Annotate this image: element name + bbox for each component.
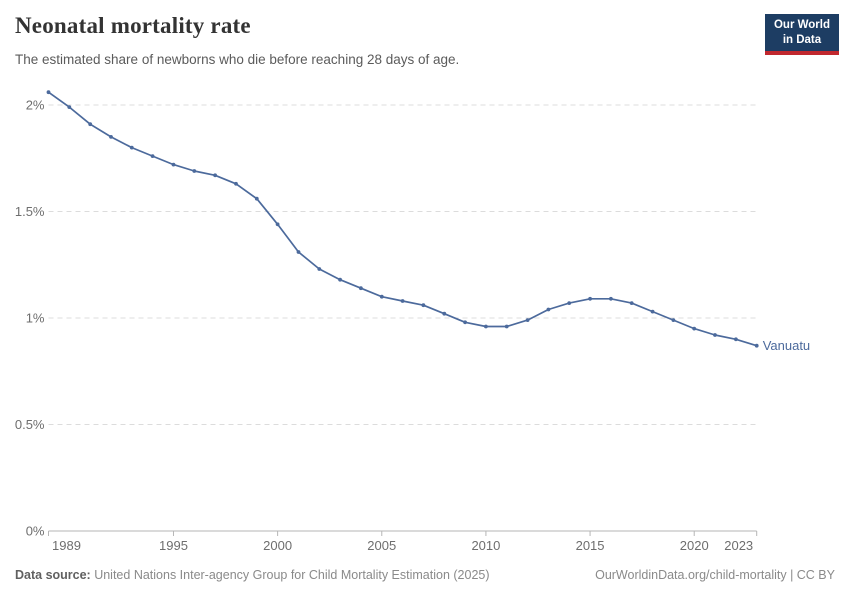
data-source: Data source: United Nations Inter-agency… — [15, 568, 490, 582]
data-point[interactable] — [379, 294, 384, 299]
x-tick-label: 2005 — [367, 538, 396, 553]
data-point[interactable] — [609, 296, 613, 301]
y-tick-label: 0.5% — [15, 417, 45, 432]
x-tick-label: 1989 — [52, 538, 81, 553]
data-point[interactable] — [567, 301, 572, 305]
data-point[interactable] — [359, 286, 363, 291]
owid-logo-line1: Our World — [773, 19, 830, 31]
data-point[interactable] — [504, 324, 509, 329]
series-end-label: Vanuatu — [763, 338, 810, 353]
data-point[interactable] — [129, 145, 134, 150]
data-point[interactable] — [546, 307, 551, 312]
data-point[interactable] — [46, 90, 51, 95]
data-point[interactable] — [150, 154, 155, 159]
data-point[interactable] — [525, 318, 530, 322]
data-point[interactable] — [463, 320, 467, 325]
data-point[interactable] — [421, 303, 426, 308]
data-source-label: Data source: — [15, 568, 91, 582]
data-point[interactable] — [754, 343, 759, 348]
x-tick-label: 2010 — [471, 538, 500, 553]
chart-footer: Data source: United Nations Inter-agency… — [15, 568, 835, 582]
data-point[interactable] — [213, 173, 218, 178]
page-title: Neonatal mortality rate — [15, 13, 251, 38]
data-point[interactable] — [192, 169, 197, 173]
y-tick-label: 2% — [26, 98, 45, 113]
data-point[interactable] — [109, 135, 113, 139]
data-point[interactable] — [67, 105, 72, 109]
data-point[interactable] — [88, 122, 93, 127]
chart-subtitle: The estimated share of newborns who die … — [15, 52, 460, 67]
data-point[interactable] — [338, 277, 342, 282]
footer-link[interactable]: OurWorldinData.org/child-mortality | CC … — [595, 568, 835, 582]
owid-logo-line2: in Data — [782, 33, 822, 46]
data-source-text: United Nations Inter-agency Group for Ch… — [90, 568, 490, 582]
data-point[interactable] — [234, 181, 238, 186]
data-point[interactable] — [588, 296, 592, 301]
data-point[interactable] — [671, 318, 676, 322]
data-point[interactable] — [317, 267, 322, 271]
x-tick-label: 2015 — [576, 538, 605, 553]
data-point[interactable] — [484, 324, 488, 329]
data-point[interactable] — [692, 326, 697, 331]
data-point[interactable] — [171, 162, 176, 167]
y-tick-label: 1% — [26, 311, 45, 326]
trend-line[interactable] — [47, 91, 758, 347]
data-point[interactable] — [275, 222, 280, 227]
x-tick-label: 2000 — [263, 538, 292, 553]
data-point[interactable] — [296, 250, 301, 254]
x-tick-label: 2023 — [724, 538, 753, 553]
owid-logo[interactable]: Our World in Data — [764, 14, 839, 55]
y-tick-label: 0% — [26, 524, 45, 539]
data-point[interactable] — [254, 196, 259, 201]
data-point[interactable] — [734, 337, 738, 342]
x-tick-label: 1995 — [159, 538, 188, 553]
x-tick-label: 2020 — [680, 538, 709, 553]
data-point[interactable] — [400, 299, 405, 303]
data-point[interactable] — [650, 309, 655, 314]
data-point[interactable] — [442, 311, 447, 316]
data-point[interactable] — [629, 301, 634, 305]
data-point[interactable] — [713, 333, 717, 337]
y-tick-label: 1.5% — [15, 204, 45, 219]
